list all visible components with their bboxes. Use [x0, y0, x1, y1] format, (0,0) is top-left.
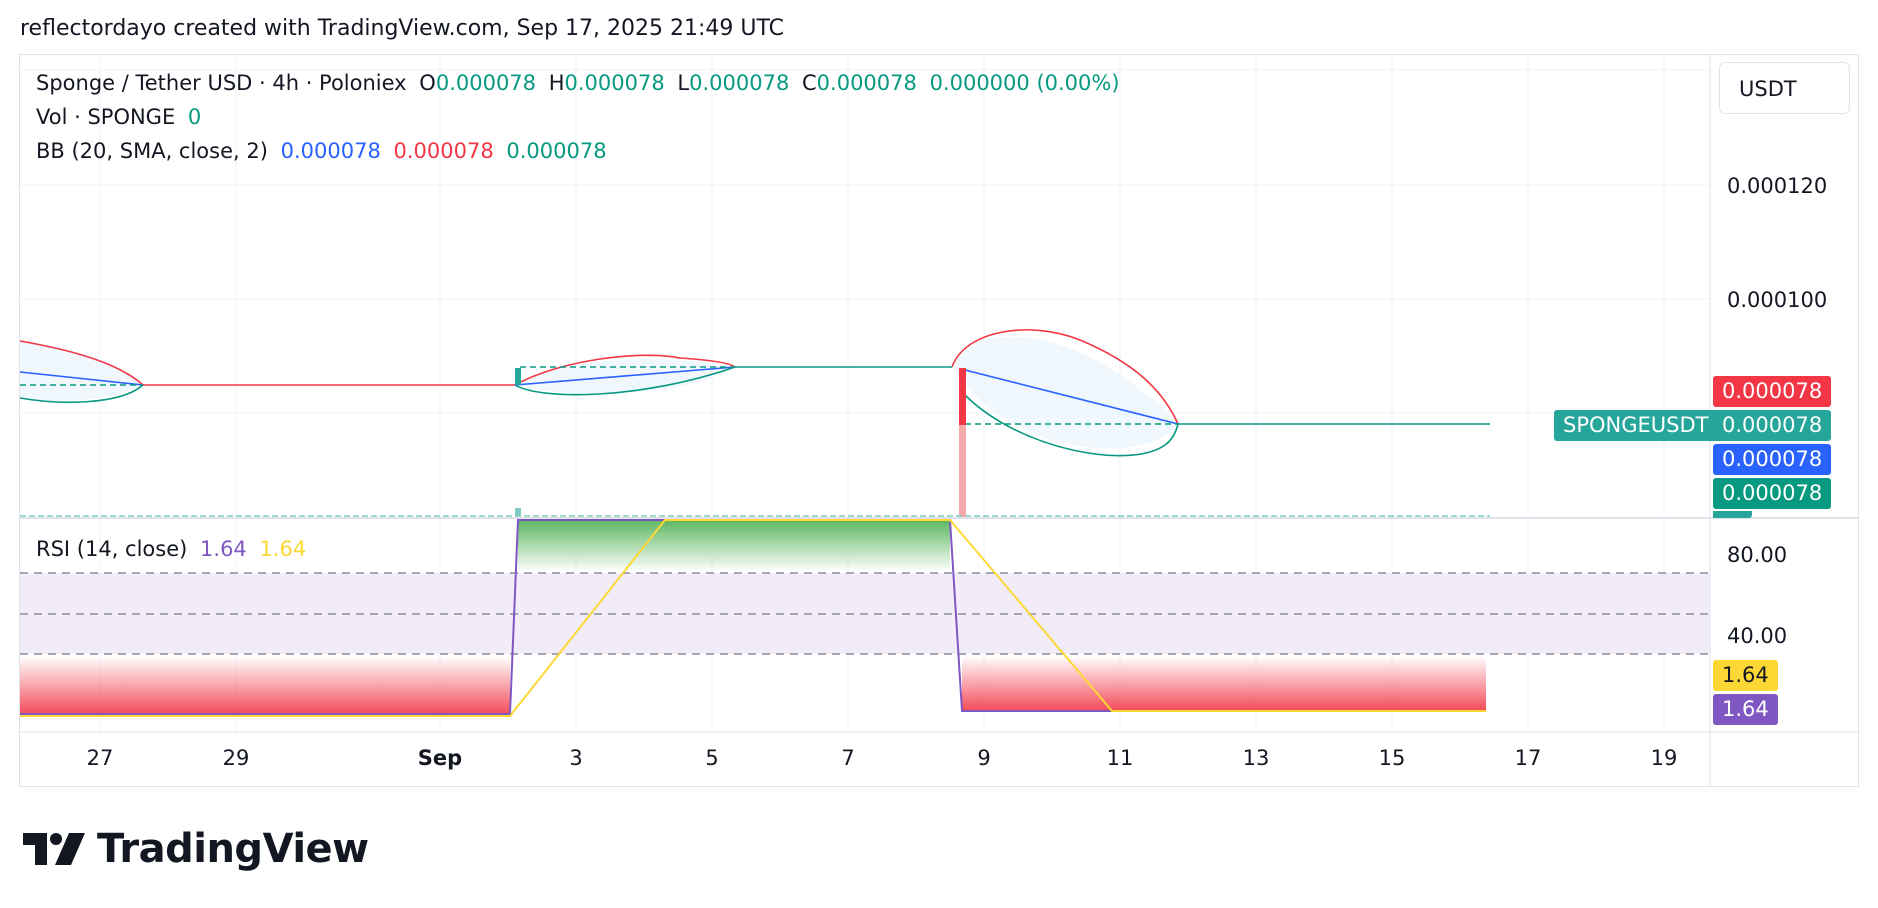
low-value: 0.000078 — [689, 71, 790, 95]
price-tick: 0.000120 — [1727, 174, 1828, 198]
rsi-tick: 40.00 — [1727, 624, 1788, 648]
time-tick: 15 — [1378, 746, 1406, 770]
volume-value: 0 — [187, 105, 202, 129]
time-tick: 7 — [841, 746, 855, 770]
volume-label[interactable]: Vol · SPONGE — [36, 105, 176, 129]
bb-lower-line — [19, 366, 1490, 457]
rsi-tick: 80.00 — [1727, 543, 1788, 567]
ohlc-legend: Sponge / Tether USD · 4h · Poloniex O0.0… — [36, 71, 1126, 95]
high-label: H — [548, 71, 565, 95]
volume-bar-down — [959, 425, 966, 517]
open-value: 0.000078 — [435, 71, 537, 95]
candle-down — [959, 368, 966, 425]
symbol-title[interactable]: Sponge / Tether USD · 4h · Poloniex — [36, 71, 407, 95]
time-tick: 11 — [1106, 746, 1134, 770]
rsi-overbought-fill — [518, 520, 950, 572]
time-tick-month: Sep — [417, 746, 463, 770]
rsi-ma-line — [20, 519, 1486, 717]
candle-up — [515, 368, 521, 385]
symbol-name-tag: SPONGEUSDT — [1554, 410, 1718, 441]
currency-selector[interactable]: USDT — [1719, 62, 1850, 114]
time-tick: 3 — [569, 746, 583, 770]
high-value: 0.000078 — [564, 71, 665, 95]
time-tick: 17 — [1514, 746, 1542, 770]
rsi-oversold-fill — [20, 656, 510, 715]
bb-upper-tag: 0.000078 — [1713, 376, 1832, 407]
last-price-tag: 0.000078 — [1713, 410, 1832, 441]
bb-lower-value: 0.000078 — [506, 139, 607, 163]
chart-attribution: reflectordayo created with TradingView.c… — [20, 16, 785, 41]
time-tick: 5 — [705, 746, 719, 770]
bb-band-fill — [20, 336, 1178, 449]
rsi-levels — [20, 572, 1710, 655]
bb-lower-tag: 0.000078 — [1713, 478, 1832, 509]
time-tick: 19 — [1650, 746, 1678, 770]
time-tick: 13 — [1242, 746, 1270, 770]
bb-upper-line — [19, 329, 1179, 425]
volume-tag — [1713, 511, 1752, 518]
volume-legend: Vol · SPONGE 0 — [36, 105, 207, 129]
volume-bar-up — [515, 508, 521, 516]
price-tick: 0.000100 — [1727, 288, 1828, 312]
tradingview-logo-icon — [23, 833, 85, 865]
rsi-tag: 1.64 — [1713, 694, 1778, 725]
close-dashed-line — [20, 366, 1178, 425]
bb-upper-value: 0.000078 — [393, 139, 494, 163]
rsi-legend: RSI (14, close) 1.64 1.64 — [36, 537, 312, 561]
chart-frame — [19, 54, 1859, 787]
close-value: 0.000078 — [816, 71, 917, 95]
tradingview-logo-text: TradingView — [97, 826, 369, 872]
low-label: L — [677, 71, 690, 95]
close-label: C — [802, 71, 817, 95]
bb-basis-tag: 0.000078 — [1713, 444, 1832, 475]
rsi-ma-tag: 1.64 — [1713, 660, 1778, 691]
bb-label[interactable]: BB (20, SMA, close, 2) — [36, 139, 268, 163]
bb-legend: BB (20, SMA, close, 2) 0.000078 0.000078… — [36, 139, 613, 163]
rsi-oversold-fill — [962, 656, 1486, 711]
bb-basis-value: 0.000078 — [280, 139, 381, 163]
rsi-ma-value: 1.64 — [259, 537, 307, 561]
time-tick: 29 — [222, 746, 250, 770]
rsi-label[interactable]: RSI (14, close) — [36, 537, 188, 561]
time-tick: 27 — [86, 746, 114, 770]
time-tick: 9 — [977, 746, 991, 770]
tradingview-logo[interactable]: TradingView — [23, 826, 369, 872]
rsi-value: 1.64 — [200, 537, 247, 561]
open-label: O — [419, 71, 436, 95]
change-value: 0.000000 (0.00%) — [929, 71, 1120, 95]
bb-basis-line — [19, 366, 1179, 425]
